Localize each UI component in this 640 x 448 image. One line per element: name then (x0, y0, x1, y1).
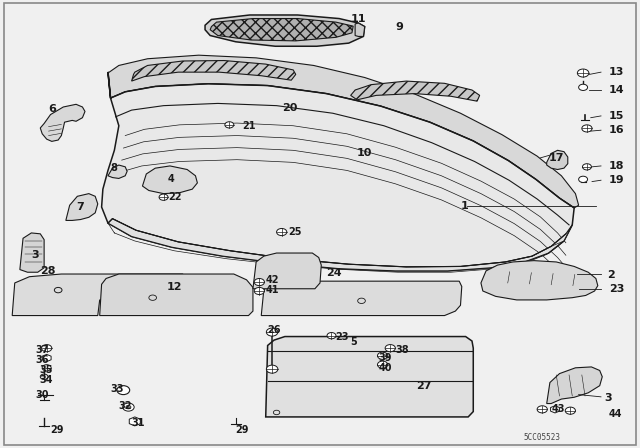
Text: 13: 13 (609, 67, 624, 77)
Polygon shape (481, 261, 598, 300)
Text: 15: 15 (609, 111, 624, 121)
Text: 34: 34 (39, 375, 52, 385)
Text: 41: 41 (266, 285, 279, 295)
Circle shape (537, 406, 547, 413)
Polygon shape (253, 253, 321, 289)
Text: 32: 32 (119, 401, 132, 411)
Text: 16: 16 (609, 125, 624, 135)
Circle shape (126, 405, 131, 409)
Polygon shape (100, 274, 253, 315)
Text: 5CC05523: 5CC05523 (524, 433, 561, 442)
Text: 8: 8 (111, 163, 117, 173)
Text: 21: 21 (242, 121, 255, 131)
Circle shape (225, 122, 234, 128)
Text: 9: 9 (396, 22, 403, 33)
Text: 40: 40 (379, 363, 392, 373)
Text: 4: 4 (168, 174, 175, 184)
Text: 29: 29 (51, 425, 64, 435)
Text: 6: 6 (49, 104, 56, 114)
Polygon shape (547, 151, 568, 169)
Text: 24: 24 (326, 268, 342, 278)
Text: 27: 27 (416, 381, 431, 391)
Text: 18: 18 (609, 161, 624, 171)
Circle shape (577, 69, 589, 77)
Text: 3: 3 (31, 250, 39, 260)
Polygon shape (261, 281, 462, 315)
Text: 37: 37 (36, 345, 49, 355)
Polygon shape (355, 23, 365, 36)
Circle shape (358, 298, 365, 303)
Polygon shape (108, 219, 572, 271)
Polygon shape (550, 406, 559, 413)
Polygon shape (20, 233, 44, 272)
Polygon shape (108, 165, 127, 178)
Circle shape (254, 288, 264, 295)
Circle shape (254, 279, 264, 286)
Text: 19: 19 (609, 175, 624, 185)
Text: 28: 28 (40, 266, 56, 276)
Text: 10: 10 (357, 147, 372, 158)
Polygon shape (143, 166, 197, 194)
Circle shape (378, 361, 388, 368)
Text: 17: 17 (548, 153, 564, 163)
Polygon shape (102, 72, 574, 271)
Circle shape (378, 352, 388, 359)
Circle shape (149, 295, 157, 300)
Text: 1: 1 (461, 201, 468, 211)
Polygon shape (42, 354, 51, 362)
Circle shape (565, 407, 575, 414)
Polygon shape (266, 336, 473, 417)
Text: 33: 33 (111, 384, 124, 394)
Text: 29: 29 (236, 425, 249, 435)
Polygon shape (108, 55, 579, 208)
Circle shape (276, 228, 287, 236)
Text: 23: 23 (609, 284, 624, 294)
Text: 20: 20 (282, 103, 297, 113)
Text: 38: 38 (396, 345, 409, 355)
Text: 26: 26 (268, 325, 281, 335)
Polygon shape (12, 274, 186, 315)
Text: 39: 39 (379, 353, 392, 363)
Polygon shape (351, 81, 479, 101)
Text: 5: 5 (351, 337, 357, 347)
Text: 3: 3 (604, 393, 612, 403)
Circle shape (266, 365, 278, 373)
Text: 25: 25 (288, 227, 301, 237)
Text: 14: 14 (609, 85, 624, 95)
Text: 2: 2 (607, 270, 615, 280)
Circle shape (579, 176, 588, 182)
Text: 30: 30 (36, 390, 49, 400)
Circle shape (159, 194, 168, 200)
Circle shape (273, 410, 280, 415)
Circle shape (266, 328, 278, 336)
Circle shape (123, 403, 134, 411)
Circle shape (579, 84, 588, 90)
Circle shape (54, 288, 62, 293)
Text: 7: 7 (76, 202, 84, 212)
Circle shape (582, 125, 592, 132)
Circle shape (42, 345, 52, 352)
Text: 42: 42 (266, 275, 279, 285)
Text: 31: 31 (132, 418, 145, 428)
Text: 12: 12 (167, 282, 182, 293)
Polygon shape (547, 367, 602, 404)
Text: 44: 44 (609, 409, 622, 419)
Circle shape (582, 164, 591, 170)
Text: 43: 43 (551, 405, 564, 414)
Polygon shape (205, 15, 365, 46)
Polygon shape (66, 194, 98, 220)
Text: 11: 11 (351, 14, 366, 25)
Polygon shape (132, 60, 296, 81)
Circle shape (42, 365, 51, 371)
Circle shape (117, 386, 130, 395)
Circle shape (327, 332, 336, 339)
Text: 23: 23 (335, 332, 349, 341)
Polygon shape (40, 104, 85, 142)
Circle shape (385, 345, 396, 352)
Polygon shape (210, 18, 353, 41)
Polygon shape (129, 417, 140, 426)
Text: 22: 22 (168, 192, 182, 202)
Text: 36: 36 (36, 355, 49, 365)
Text: 35: 35 (39, 366, 52, 375)
